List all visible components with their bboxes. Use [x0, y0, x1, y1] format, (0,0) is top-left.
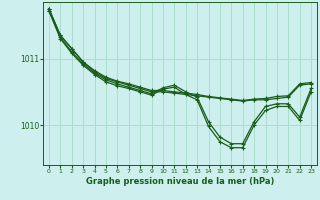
X-axis label: Graphe pression niveau de la mer (hPa): Graphe pression niveau de la mer (hPa) [86, 177, 274, 186]
